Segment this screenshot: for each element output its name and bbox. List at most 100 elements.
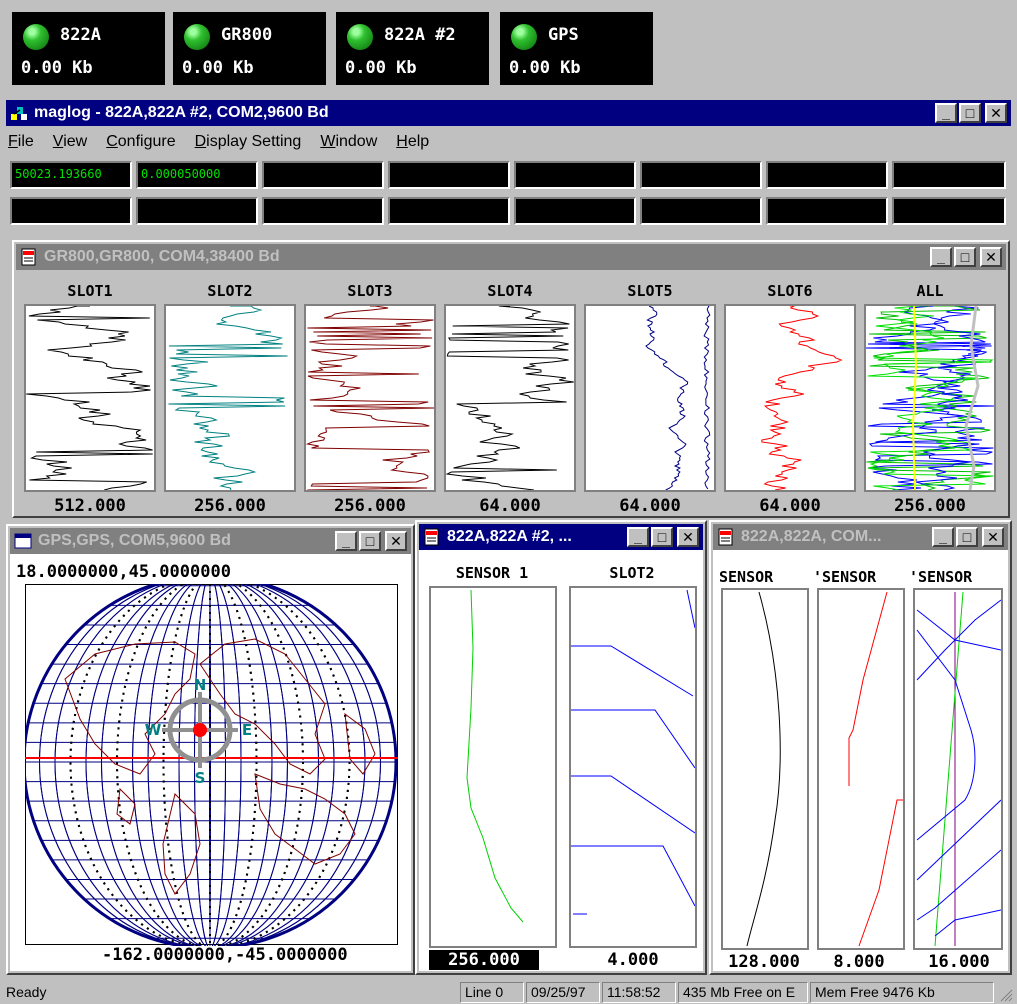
channel-plot-slot1[interactable] — [24, 304, 156, 492]
menu-help[interactable]: Help — [396, 133, 430, 150]
channel-plot-slot2[interactable] — [164, 304, 296, 492]
maximize-icon[interactable]: □ — [651, 527, 673, 547]
822a-window: 822A,822A, COM... _ □ ✕ SENSOR 'SENSOR '… — [709, 520, 1012, 975]
readout-cell — [514, 161, 636, 189]
channel-label: SLOT1 — [67, 282, 113, 300]
channel-label: SLOT5 — [627, 282, 673, 300]
menu-bar: File View Configure Display Setting Wind… — [8, 133, 429, 155]
gr800-title: GR800,GR800, COM4,38400 Bd — [44, 248, 280, 265]
doc-icon — [424, 528, 439, 546]
readout-cell — [640, 197, 762, 225]
readout-cell — [388, 197, 510, 225]
gps-top-coords: 18.0000000,45.0000000 — [16, 562, 231, 582]
sensor-c-plot[interactable] — [913, 588, 1003, 950]
device-name: GPS — [548, 25, 579, 45]
status-time: 11:58:52 — [602, 982, 676, 1003]
channel-plot-all[interactable] — [864, 304, 996, 492]
channel-value: 256.000 — [194, 496, 266, 516]
channel-value-selected[interactable]: 256.000 — [429, 950, 539, 970]
device-rate: 0.00 Kb — [345, 58, 417, 78]
readout-cell — [514, 197, 636, 225]
slot2-plot[interactable] — [569, 586, 697, 948]
822a-2-title-bar[interactable]: 822A,822A #2, ... _ □ ✕ — [419, 524, 703, 550]
readout-cell — [136, 197, 258, 225]
channel-value: 4.000 — [607, 950, 659, 970]
device-tile-gps[interactable]: GPS 0.00 Kb — [500, 12, 653, 85]
channel-value: 64.000 — [759, 496, 821, 516]
compass-icon: N S E W — [145, 676, 252, 787]
maximize-icon[interactable]: □ — [959, 103, 981, 123]
menu-view[interactable]: View — [52, 133, 88, 150]
globe-map[interactable]: N S E W — [25, 584, 405, 946]
minimize-icon[interactable]: _ — [335, 531, 357, 551]
minimize-icon[interactable]: _ — [627, 527, 649, 547]
device-name: 822A — [60, 25, 101, 45]
channel-plot-slot4[interactable] — [444, 304, 576, 492]
minimize-icon[interactable]: _ — [935, 103, 957, 123]
channel-value: 16.000 — [928, 952, 990, 972]
doc-icon — [718, 528, 733, 546]
device-rate: 0.00 Kb — [21, 58, 93, 78]
gps-view[interactable]: 18.0000000,45.0000000 N — [10, 554, 411, 971]
compass-s: S — [195, 769, 206, 787]
readout-cell — [262, 161, 384, 189]
readout-cell: 50023.193660 — [10, 161, 132, 189]
channel-plot-slot3[interactable] — [304, 304, 436, 492]
channel-value: 512.000 — [54, 496, 126, 516]
channel-plot-slot5[interactable] — [584, 304, 716, 492]
gps-title-bar[interactable]: GPS,GPS, COM5,9600 Bd _ □ ✕ — [10, 528, 411, 554]
status-mem: Mem Free 9476 Kb — [810, 982, 994, 1003]
menu-configure[interactable]: Configure — [106, 133, 176, 150]
green-led-icon — [347, 24, 373, 50]
822a-2-view: SENSOR 1 SLOT2 256.000 4.000 — [419, 550, 703, 971]
menu-file[interactable]: File — [8, 133, 34, 150]
maximize-icon[interactable]: □ — [956, 527, 978, 547]
compass-n: N — [194, 676, 207, 694]
822a-2-window: 822A,822A #2, ... _ □ ✕ SENSOR 1 SLOT2 2… — [415, 520, 707, 975]
close-icon[interactable]: ✕ — [980, 247, 1002, 267]
822a-view: SENSOR 'SENSOR 'SENSOR 128.000 — [713, 550, 1008, 972]
maximize-icon[interactable]: □ — [954, 247, 976, 267]
green-led-icon — [23, 24, 49, 50]
green-led-icon — [184, 24, 210, 50]
device-name: 822A #2 — [384, 25, 456, 45]
channel-plot-slot6[interactable] — [724, 304, 856, 492]
device-tile-822a-2[interactable]: 822A #2 0.00 Kb — [336, 12, 489, 85]
sensor1-plot[interactable] — [429, 586, 557, 948]
maximize-icon[interactable]: □ — [359, 531, 381, 551]
doc-icon — [21, 248, 36, 266]
close-icon[interactable]: ✕ — [677, 527, 699, 547]
device-rate: 0.00 Kb — [509, 58, 581, 78]
gr800-title-bar[interactable]: GR800,GR800, COM4,38400 Bd _ □ ✕ — [16, 244, 1006, 270]
channel-value: 256.000 — [894, 496, 966, 516]
channel-value: 256.000 — [334, 496, 406, 516]
channel-value: 8.000 — [833, 952, 885, 972]
gps-window: GPS,GPS, COM5,9600 Bd _ □ ✕ 18.0000000,4… — [6, 524, 415, 975]
readout-cell — [262, 197, 384, 225]
822a-title-bar[interactable]: 822A,822A, COM... _ □ ✕ — [713, 524, 1008, 550]
close-icon[interactable]: ✕ — [982, 527, 1004, 547]
gr800-window: GR800,GR800, COM4,38400 Bd _ □ ✕ SLOT1 51… — [12, 240, 1010, 518]
readout-cell — [388, 161, 510, 189]
readout-cell — [892, 197, 1006, 225]
readout-cell — [640, 161, 762, 189]
close-icon[interactable]: ✕ — [985, 103, 1007, 123]
gps-bottom-coords: -162.0000000,-45.0000000 — [102, 945, 348, 965]
device-tile-gr800[interactable]: GR800 0.00 Kb — [173, 12, 326, 85]
channel-label: SLOT4 — [487, 282, 533, 300]
compass-w: W — [145, 721, 162, 739]
sensor-a-plot[interactable] — [721, 588, 809, 950]
device-rate: 0.00 Kb — [182, 58, 254, 78]
channel-label: SENSOR 1 — [455, 564, 529, 582]
device-tile-822a[interactable]: 822A 0.00 Kb — [12, 12, 165, 85]
menu-display-setting[interactable]: Display Setting — [194, 133, 302, 150]
menu-window[interactable]: Window — [320, 133, 378, 150]
status-message: Ready — [6, 984, 47, 1000]
size-grip-icon[interactable] — [997, 986, 1013, 1002]
minimize-icon[interactable]: _ — [932, 527, 954, 547]
channel-label: SENSOR — [719, 568, 774, 586]
sensor-b-plot[interactable] — [817, 588, 905, 950]
close-icon[interactable]: ✕ — [385, 531, 407, 551]
main-title-bar[interactable]: maglog - 822A,822A #2, COM2,9600 Bd _ □ … — [6, 100, 1011, 126]
minimize-icon[interactable]: _ — [930, 247, 952, 267]
